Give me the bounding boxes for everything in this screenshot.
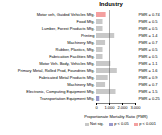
svg-text:PMR = 1.4: PMR = 1.4	[139, 33, 159, 38]
svg-text:Primary Metal, Rolled Prod, Fo: Primary Metal, Rolled Prod, Foundries Mf…	[18, 68, 95, 73]
html-text:p < 0.001: p < 0.001	[139, 121, 156, 126]
svg-text:Motor veh, Guided Vehicles Mfg: Motor veh, Guided Vehicles Mfg.	[37, 12, 95, 17]
svg-text:Motor Veh. Body, Vehicles Mfg.: Motor Veh. Body, Vehicles Mfg.	[39, 61, 94, 66]
svg-text:Electronic, Computing Equipmen: Electronic, Computing Equipment Mfg.	[26, 89, 94, 94]
svg-text:PMR = 0.5: PMR = 0.5	[139, 19, 159, 24]
svg-text:Rubber, Plastics, Mfg.: Rubber, Plastics, Mfg.	[56, 47, 95, 52]
svg-text:PMR = 1.5: PMR = 1.5	[139, 89, 159, 94]
svg-text:3.000: 3.000	[130, 105, 141, 110]
svg-text:PMR = 0.7: PMR = 0.7	[139, 40, 159, 45]
svg-text:Printing: Printing	[81, 33, 95, 38]
svg-text:Fabrication Facilities Mfg.: Fabrication Facilities Mfg.	[49, 54, 94, 59]
svg-text:0: 0	[95, 105, 98, 110]
svg-text:Machinery Mfg.: Machinery Mfg.	[67, 40, 94, 45]
svg-text:Machinery Mfg.: Machinery Mfg.	[67, 82, 94, 87]
svg-text:Fabricated Metal Products Mfg.: Fabricated Metal Products Mfg.	[39, 75, 95, 80]
svg-text:PMR = 0.5: PMR = 0.5	[139, 26, 159, 31]
svg-text:PMR = 0.74: PMR = 0.74	[139, 12, 161, 17]
svg-text:PMR = 0.5: PMR = 0.5	[139, 47, 159, 52]
svg-text:Proportionate Mortality Ratio: Proportionate Mortality Ratio (PMR)	[84, 114, 148, 119]
svg-text:PMR = 1.6: PMR = 1.6	[139, 68, 159, 73]
svg-text:2.000: 2.000	[117, 105, 128, 110]
svg-text:Food Mfg.: Food Mfg.	[76, 19, 94, 24]
svg-text:Lumber, Forest Products Mfg.: Lumber, Forest Products Mfg.	[42, 26, 95, 31]
svg-text:PMR = 0.5: PMR = 0.5	[139, 54, 159, 59]
html-text:Not sig.: Not sig.	[90, 121, 104, 126]
html-text:Industry: Industry	[99, 1, 123, 7]
svg-text:Transportation Equipment Mfg.: Transportation Equipment Mfg.	[40, 96, 95, 101]
html-text:p < 0.05: p < 0.05	[114, 121, 129, 126]
svg-text:PMR = 1.1: PMR = 1.1	[139, 61, 159, 66]
svg-text:PMR = 0.7: PMR = 0.7	[139, 82, 159, 87]
svg-text:PMR = 0.9: PMR = 0.9	[139, 75, 159, 80]
svg-text:PMR = 0.25: PMR = 0.25	[139, 96, 161, 101]
svg-text:1.000: 1.000	[104, 105, 115, 110]
